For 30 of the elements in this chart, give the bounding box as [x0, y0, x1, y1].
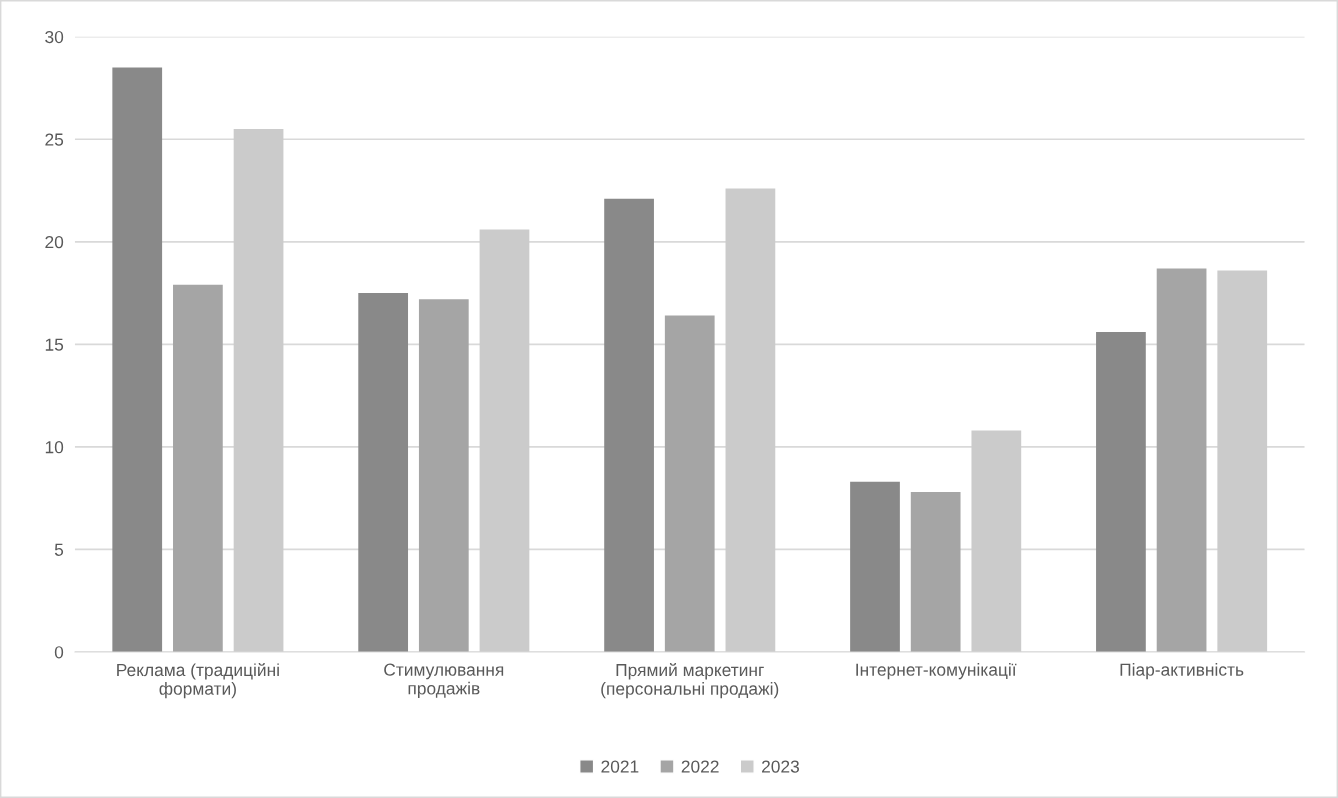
y-tick-label: 0 — [54, 646, 64, 659]
bar — [112, 67, 163, 652]
legend-label: 2023 — [762, 760, 799, 773]
y-tick-label: 10 — [45, 441, 64, 454]
bar — [1156, 268, 1207, 652]
y-tick-label: 30 — [45, 30, 64, 44]
bar — [725, 188, 776, 652]
bar — [604, 198, 654, 652]
legend-label: 2021 — [601, 760, 639, 773]
bar — [418, 299, 469, 652]
bar — [664, 315, 715, 652]
bar — [971, 430, 1022, 652]
y-tick-label: 25 — [45, 133, 64, 146]
legend-label: 2022 — [681, 760, 719, 773]
y-tick-label: 20 — [45, 235, 64, 249]
bar — [1096, 332, 1146, 652]
bar — [479, 229, 530, 652]
y-tick-label: 5 — [54, 543, 64, 556]
x-tick-label: Реклама (традиційні формати) — [117, 663, 279, 699]
bar — [358, 293, 409, 652]
x-tick-label: Піар-активність — [1120, 663, 1244, 680]
y-tick-label: 15 — [45, 338, 64, 351]
x-tick-label: Стимулювання продажів — [384, 663, 504, 698]
bar — [850, 481, 900, 652]
bar — [233, 129, 284, 652]
bar — [173, 284, 223, 652]
bar — [910, 492, 961, 652]
bar — [1217, 270, 1268, 652]
x-tick-label: Прямий маркетинг (персональні продажі) — [601, 663, 779, 699]
x-tick-label: Інтернет-комунікації — [856, 663, 1017, 680]
